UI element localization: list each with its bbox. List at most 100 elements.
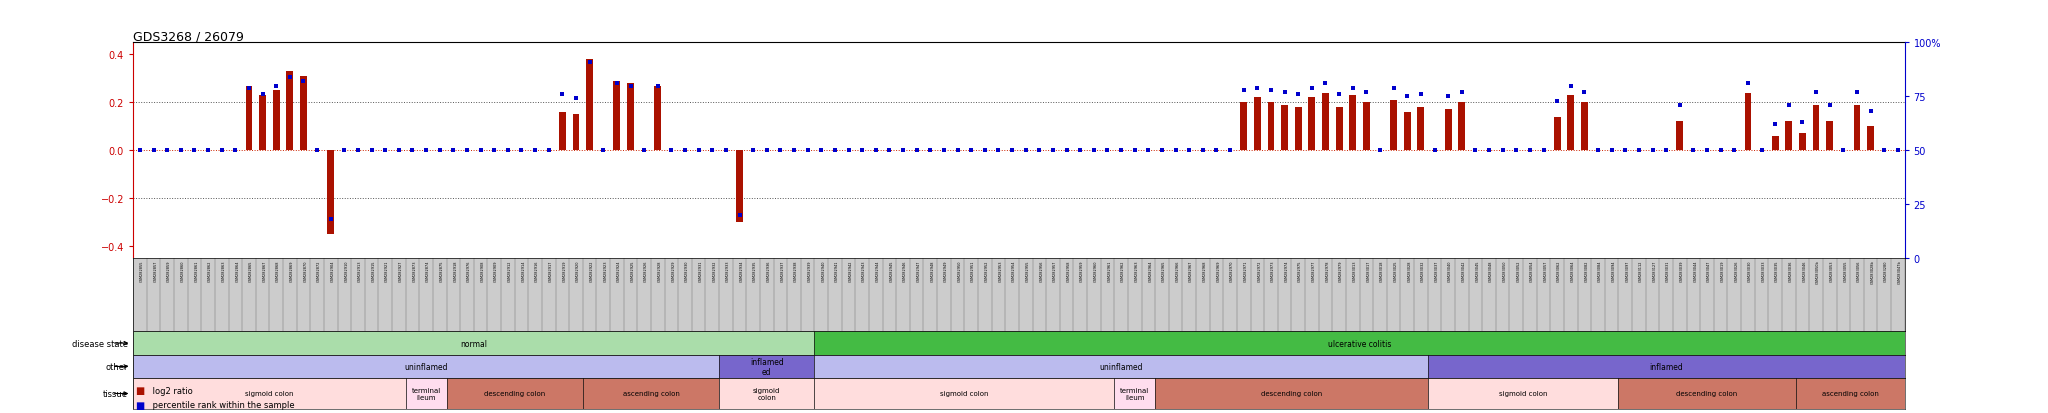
Point xyxy=(152,147,184,154)
Bar xyxy=(559,112,565,151)
Text: GSM282868: GSM282868 xyxy=(276,259,281,281)
Point xyxy=(301,147,334,154)
Point xyxy=(1651,147,1683,154)
Bar xyxy=(719,355,815,378)
Text: GSM282946: GSM282946 xyxy=(903,259,907,281)
Point xyxy=(928,147,961,154)
Point xyxy=(1731,81,1763,88)
Text: GSM283032: GSM283032 xyxy=(1421,259,1425,281)
Point xyxy=(532,147,565,154)
Text: GSM282929: GSM282929 xyxy=(672,259,676,281)
Text: GSM282915: GSM282915 xyxy=(371,259,375,281)
Point xyxy=(1786,119,1819,126)
Text: descending colon: descending colon xyxy=(483,391,545,396)
Point xyxy=(1581,147,1614,154)
Text: GSM283054: GSM283054 xyxy=(1530,259,1534,281)
Text: GSM282976: GSM282976 xyxy=(467,259,471,281)
Point xyxy=(1092,147,1124,154)
Text: sigmoid colon: sigmoid colon xyxy=(246,391,293,396)
Bar xyxy=(1253,98,1262,151)
Text: GSM282936: GSM282936 xyxy=(766,259,770,281)
Text: GSM282963: GSM282963 xyxy=(1135,259,1139,281)
Point xyxy=(1337,85,1370,92)
Text: GSM282873: GSM282873 xyxy=(412,259,416,281)
Bar xyxy=(301,77,307,151)
Text: GSM283055: GSM283055 xyxy=(1843,259,1847,281)
Point xyxy=(1487,147,1520,154)
Text: GSM283047b: GSM283047b xyxy=(1898,259,1903,283)
Text: GSM282978: GSM282978 xyxy=(1325,259,1329,281)
Point xyxy=(1812,102,1845,109)
Text: uninflamed: uninflamed xyxy=(1100,362,1143,371)
Point xyxy=(969,147,1001,154)
Bar xyxy=(1554,117,1561,151)
Point xyxy=(328,147,360,154)
Text: GSM282922: GSM282922 xyxy=(590,259,594,281)
Text: GSM282969: GSM282969 xyxy=(1217,259,1221,281)
Text: inflamed: inflamed xyxy=(1649,362,1683,371)
Point xyxy=(696,147,729,154)
Text: GSM283019: GSM283019 xyxy=(1720,259,1724,281)
Point xyxy=(123,147,156,154)
Text: GSM282923: GSM282923 xyxy=(604,259,608,281)
Bar xyxy=(1458,103,1464,151)
Point xyxy=(1513,147,1546,154)
Point xyxy=(547,92,580,98)
Text: GSM282952: GSM282952 xyxy=(985,259,989,281)
Text: GSM283025: GSM283025 xyxy=(1393,259,1397,281)
Text: GSM283082: GSM283082 xyxy=(1585,259,1589,281)
Point xyxy=(1376,85,1409,92)
Point xyxy=(1882,147,1915,154)
Text: GSM282918: GSM282918 xyxy=(453,259,457,281)
Point xyxy=(518,147,551,154)
Bar xyxy=(1155,378,1427,409)
Point xyxy=(641,83,674,90)
Text: GSM283097: GSM283097 xyxy=(1626,259,1630,281)
Point xyxy=(477,147,510,154)
Point xyxy=(709,147,741,154)
Point xyxy=(1186,147,1219,154)
Text: GSM282961: GSM282961 xyxy=(1108,259,1112,281)
Point xyxy=(750,147,782,154)
Point xyxy=(164,147,197,154)
Bar xyxy=(1772,136,1778,151)
Text: GSM282909: GSM282909 xyxy=(494,259,498,281)
Point xyxy=(1309,81,1341,88)
Point xyxy=(668,147,700,154)
Text: GSM282942: GSM282942 xyxy=(848,259,852,281)
Text: GSM282949: GSM282949 xyxy=(944,259,948,281)
Text: GSM283018: GSM283018 xyxy=(1380,259,1384,281)
Point xyxy=(1759,121,1792,128)
Point xyxy=(1499,147,1532,154)
Bar xyxy=(586,60,594,151)
Point xyxy=(1118,147,1151,154)
Text: GSM282965: GSM282965 xyxy=(1161,259,1165,281)
Point xyxy=(860,147,893,154)
Text: GSM282953: GSM282953 xyxy=(999,259,1001,281)
Text: GSM282865: GSM282865 xyxy=(250,259,254,281)
Point xyxy=(1540,98,1573,104)
Bar xyxy=(1796,378,1905,409)
Text: GSM283045: GSM283045 xyxy=(1475,259,1479,281)
Point xyxy=(1636,147,1669,154)
Text: ascending colon: ascending colon xyxy=(623,391,680,396)
Text: GSM283030: GSM283030 xyxy=(1747,259,1751,281)
Text: GSM282863: GSM282863 xyxy=(221,259,225,281)
Point xyxy=(1595,147,1628,154)
Text: GSM283028: GSM283028 xyxy=(1407,259,1411,281)
Text: GSM282874: GSM282874 xyxy=(426,259,430,281)
Text: GSM282944: GSM282944 xyxy=(877,259,881,281)
Text: GSM283046: GSM283046 xyxy=(1802,259,1806,281)
Point xyxy=(723,212,756,218)
Point xyxy=(1868,147,1901,154)
Text: GSM283056: GSM283056 xyxy=(1858,259,1862,281)
Text: GSM283028b: GSM283028b xyxy=(1870,259,1874,283)
Text: GSM283057: GSM283057 xyxy=(1544,259,1548,281)
Point xyxy=(942,147,975,154)
Text: GSM282869: GSM282869 xyxy=(291,259,293,281)
Bar xyxy=(614,81,621,151)
Point xyxy=(137,147,170,154)
Text: GSM282919: GSM282919 xyxy=(563,259,567,281)
Text: terminal
ileum: terminal ileum xyxy=(412,387,440,400)
Text: GSM282971: GSM282971 xyxy=(1243,259,1247,281)
